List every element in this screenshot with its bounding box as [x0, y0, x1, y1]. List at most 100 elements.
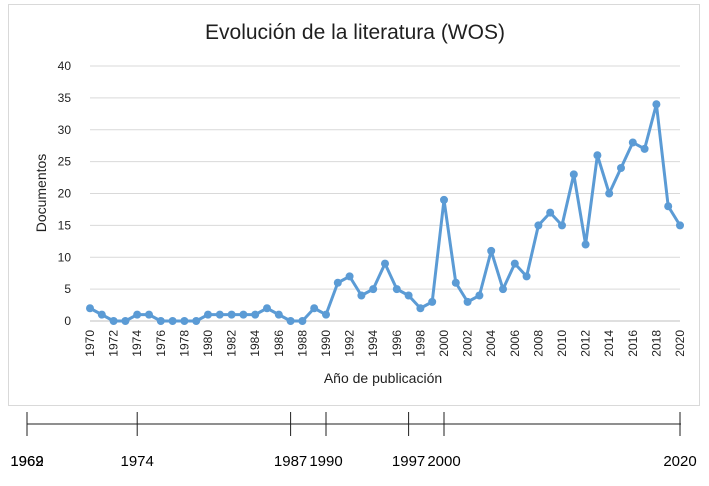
x-tick-label: 2018 [649, 330, 663, 357]
data-point-2010 [558, 221, 566, 230]
timeline-label: 1974 [121, 453, 154, 470]
data-point-1979 [192, 317, 201, 325]
data-point-2017 [640, 144, 649, 153]
timeline-label: 1962 [10, 453, 43, 470]
y-tick-label: 15 [58, 218, 72, 232]
y-tick-label: 5 [64, 282, 71, 296]
data-point-2000 [440, 195, 448, 204]
data-point-1976 [156, 317, 165, 325]
data-point-2009 [546, 208, 555, 217]
x-tick-label: 1984 [248, 330, 262, 357]
data-point-1999 [428, 297, 437, 306]
x-axis-title: Año de publicación [324, 370, 442, 386]
x-tick-label: 1980 [201, 330, 215, 357]
data-point-1982 [227, 310, 236, 319]
data-point-2008 [534, 221, 543, 230]
y-tick-label: 25 [58, 155, 72, 169]
data-point-1995 [381, 259, 389, 268]
y-tick-label: 35 [58, 91, 72, 105]
y-tick-label: 30 [58, 123, 72, 137]
x-tick-label: 2000 [437, 330, 451, 357]
data-point-2019 [664, 202, 673, 211]
data-point-1984 [251, 310, 260, 319]
data-point-2012 [581, 240, 590, 249]
data-point-1974 [133, 310, 142, 319]
data-point-1989 [310, 304, 319, 313]
y-tick-label: 20 [58, 187, 72, 201]
x-tick-label: 1994 [366, 330, 380, 357]
chart-area [8, 4, 700, 406]
data-point-2003 [475, 291, 484, 300]
data-point-1990 [322, 310, 330, 319]
data-point-1992 [345, 272, 354, 281]
data-point-2014 [605, 189, 614, 198]
data-series [86, 100, 684, 325]
x-tick-label: 1972 [107, 330, 121, 357]
timeline-label: 1969 [10, 453, 43, 470]
data-point-2006 [510, 259, 519, 268]
data-point-1993 [357, 291, 366, 300]
x-tick-label: 2020 [673, 330, 687, 357]
x-tick-label: 2012 [579, 330, 593, 357]
data-point-2015 [617, 164, 625, 172]
data-point-1971 [97, 310, 106, 319]
data-point-1983 [239, 310, 248, 319]
timeline-label: 2000 [427, 453, 460, 470]
data-point-1981 [215, 310, 224, 319]
data-point-1997 [404, 291, 413, 300]
data-point-1988 [298, 317, 307, 325]
x-tick-label: 1976 [154, 330, 168, 357]
data-point-1973 [121, 317, 130, 325]
data-point-2020 [676, 221, 684, 230]
x-tick-label: 1998 [413, 330, 427, 357]
data-point-1998 [416, 304, 425, 313]
timeline-label: 2020 [663, 453, 696, 470]
data-point-2002 [463, 297, 472, 306]
data-point-1996 [392, 285, 401, 294]
y-axis-title: Documentos [33, 154, 49, 233]
data-point-2001 [451, 278, 460, 287]
x-tick-label: 1978 [177, 330, 191, 357]
data-point-2004 [487, 246, 496, 255]
data-point-1987 [286, 317, 295, 325]
data-point-1972 [109, 317, 118, 325]
x-tick-label: 1996 [390, 330, 404, 357]
x-tick-label: 2016 [626, 330, 640, 357]
data-point-2005 [499, 285, 507, 294]
data-point-1977 [168, 317, 177, 325]
y-tick-label: 40 [58, 59, 72, 73]
x-tick-label: 2006 [508, 330, 522, 357]
timeline-label: 1987 [274, 453, 307, 470]
x-tick-label: 2004 [484, 330, 498, 357]
series-line [88, 102, 682, 323]
x-tick-label: 1982 [225, 330, 239, 357]
x-tick-label: 2002 [461, 330, 475, 357]
y-tick-label: 0 [64, 314, 71, 328]
data-point-1986 [274, 310, 283, 319]
data-point-2016 [628, 138, 637, 147]
timeline-label: 1997 [392, 453, 425, 470]
x-tick-label: 2008 [531, 330, 545, 357]
x-tick-label: 1988 [295, 330, 309, 357]
data-point-2007 [522, 272, 531, 281]
y-tick-label: 10 [58, 250, 72, 264]
x-tick-label: 1974 [130, 330, 144, 357]
data-point-1975 [145, 310, 153, 319]
x-tick-label: 2010 [555, 330, 569, 357]
data-point-2011 [569, 170, 578, 179]
data-point-2018 [652, 100, 661, 109]
tick-labels: 0 5 10 15 20 25 30 35 40 1970 1972 1974 1976 1978 1980… [58, 59, 687, 357]
x-tick-label: 1992 [343, 330, 357, 357]
data-point-1970 [86, 304, 94, 313]
x-tick-label: 1970 [83, 330, 97, 357]
data-point-2013 [593, 151, 602, 160]
data-point-1980 [204, 310, 212, 319]
data-point-1991 [333, 278, 342, 287]
x-tick-label: 2014 [602, 330, 616, 357]
x-tick-label: 1990 [319, 330, 333, 357]
timeline-label: 1990 [309, 453, 342, 470]
data-point-1994 [369, 285, 378, 294]
data-point-1985 [263, 304, 271, 313]
